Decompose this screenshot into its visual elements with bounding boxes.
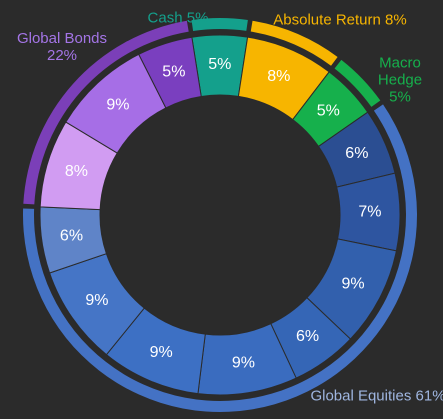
segment-label: 7% <box>358 204 381 221</box>
segment-label: 6% <box>296 328 319 345</box>
group-label: Absolute Return 8% <box>240 12 440 29</box>
group-name: Absolute Return <box>273 11 381 29</box>
outer-segment <box>191 18 248 31</box>
group-name: Macro Hedge <box>377 54 423 89</box>
segment-label: 6% <box>345 145 368 162</box>
group-value: 5% <box>186 9 209 27</box>
group-label: Cash 5% <box>78 10 278 27</box>
group-value: 5% <box>389 88 411 106</box>
group-label: Global Bonds 22% <box>2 30 122 64</box>
segment-label: 9% <box>150 344 173 361</box>
group-name: Global Equities <box>310 387 412 405</box>
outer-segment <box>250 20 338 66</box>
segment-label: 5% <box>162 63 185 80</box>
segment-label: 6% <box>60 227 83 244</box>
segment-label: 9% <box>341 276 364 293</box>
segment-label: 9% <box>106 96 129 113</box>
outer-segment <box>23 20 189 205</box>
group-value: 8% <box>385 11 407 29</box>
segment-label: 8% <box>267 68 290 85</box>
group-label: Macro Hedge 5% <box>373 55 427 106</box>
inner-segment <box>138 36 202 109</box>
group-value: 22% <box>46 47 78 64</box>
group-label: Global Equities 61% <box>308 388 443 405</box>
group-value: 61% <box>415 387 443 405</box>
group-name: Global Bonds <box>16 30 108 47</box>
segment-label: 5% <box>208 56 231 73</box>
outer-segment <box>334 59 381 107</box>
group-name: Cash <box>147 9 183 27</box>
segment-label: 8% <box>65 163 88 180</box>
segment-label: 9% <box>232 354 255 371</box>
segment-label: 9% <box>85 292 108 309</box>
segment-label: 5% <box>317 102 340 119</box>
